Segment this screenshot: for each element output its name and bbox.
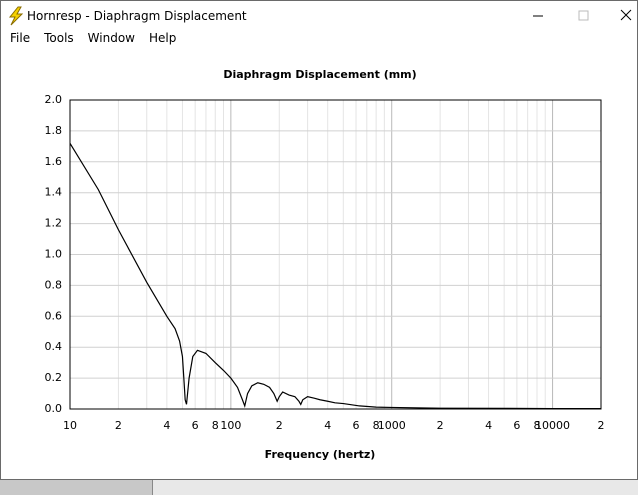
x-tick-label: 2 (276, 419, 283, 432)
x-tick-label: 2 (437, 419, 444, 432)
x-tick-label: 10 (63, 419, 77, 432)
x-tick-label: 8 (373, 419, 380, 432)
app-icon (8, 6, 24, 26)
x-tick-label: 100 (220, 419, 241, 432)
window-controls (533, 9, 632, 21)
x-axis-label: Frequency (hertz) (265, 448, 376, 461)
y-tick-label: 1.2 (45, 217, 63, 230)
close-button[interactable] (620, 9, 632, 21)
maximize-button[interactable] (578, 10, 589, 21)
data-line (69, 142, 601, 410)
y-tick-label: 1.8 (45, 124, 63, 137)
y-tick-label: 2.0 (45, 93, 63, 106)
background-window-body (152, 480, 638, 495)
menu-item[interactable]: File (10, 31, 31, 45)
x-tick-label: 6 (513, 419, 520, 432)
x-tick-label: 4 (163, 419, 170, 432)
x-tick-label: 10000 (535, 419, 570, 432)
y-tick-label: 0.6 (45, 309, 63, 322)
menu-item[interactable]: Help (148, 31, 177, 45)
x-tick-label: 8 (533, 419, 540, 432)
window: Hornresp - Diaphragm Displacement File T… (0, 0, 638, 480)
y-tick-label: 1.6 (45, 155, 63, 168)
y-tick-label: 0.2 (45, 371, 63, 384)
chart: Diaphragm Displacement (mm) Frequency (h… (45, 68, 605, 461)
y-tick-label: 1.0 (45, 248, 63, 261)
x-tick-label: 2 (115, 419, 122, 432)
y-tick-label: 0.8 (45, 278, 63, 291)
menu-item[interactable]: Window (87, 31, 135, 45)
x-tick-label: 4 (485, 419, 492, 432)
x-tick-label: 2 (598, 419, 605, 432)
menu-bar: File Tools Window Help (1, 31, 637, 48)
y-tick-label: 0.0 (45, 402, 63, 415)
x-tick-label: 6 (192, 419, 199, 432)
menu-item[interactable]: Tools (44, 31, 74, 45)
y-tick-label: 1.4 (45, 186, 63, 199)
x-tick-label: 6 (353, 419, 360, 432)
background-window (0, 480, 638, 495)
y-tick-label: 0.4 (45, 340, 63, 353)
plot-frame (69, 99, 602, 410)
window-title: Hornresp - Diaphragm Displacement (27, 9, 247, 23)
title-bar: Hornresp - Diaphragm Displacement (1, 1, 637, 31)
x-tick-label: 4 (324, 419, 331, 432)
x-tick-label: 1000 (378, 419, 406, 432)
x-tick-label: 8 (212, 419, 219, 432)
chart-title: Diaphragm Displacement (mm) (223, 68, 416, 81)
